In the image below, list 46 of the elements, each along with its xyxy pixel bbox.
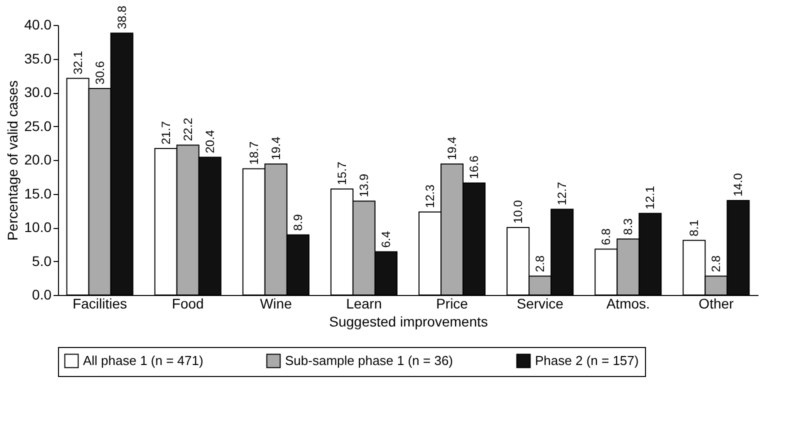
data-label: 19.4 (268, 136, 283, 160)
y-tick-label: 40.0 (24, 16, 52, 32)
data-label: 10.0 (511, 200, 526, 224)
legend-label: Sub-sample phase 1 (n = 36) (285, 352, 454, 368)
x-tick-label: Price (436, 296, 468, 312)
data-label: 32.1 (70, 50, 85, 74)
data-label: 12.7 (555, 182, 570, 206)
data-label: 15.7 (334, 161, 349, 186)
legend-label: Phase 2 (n = 157) (535, 352, 639, 368)
y-tick-label: 35.0 (24, 50, 52, 66)
data-label: 8.9 (290, 214, 305, 231)
y-tick-label: 5.0 (32, 252, 52, 269)
y-tick-label: 0.0 (32, 286, 52, 302)
legend-label: All phase 1 (n = 471) (83, 352, 204, 368)
x-tick-label: Other (698, 296, 734, 312)
data-label: 12.1 (643, 186, 658, 210)
data-label: 38.8 (114, 5, 129, 30)
x-axis-title: Suggested improvements (329, 314, 488, 330)
data-label: 6.4 (378, 230, 393, 248)
x-tick-label: Facilities (72, 296, 128, 312)
x-tick-label: Atmos. (606, 296, 650, 312)
data-label: 14.0 (731, 172, 746, 196)
y-tick-label: 20.0 (24, 152, 52, 168)
data-label: 18.7 (246, 141, 261, 165)
y-tick-label: 30.0 (24, 84, 52, 100)
data-label: 6.8 (599, 228, 614, 246)
data-label: 16.6 (467, 155, 482, 179)
data-label: 30.6 (92, 60, 107, 84)
data-label: 20.4 (202, 130, 217, 154)
data-label: 2.8 (533, 255, 548, 272)
x-tick-label: Wine (260, 296, 292, 312)
data-label: 8.3 (621, 218, 636, 235)
y-tick-label: 15.0 (24, 185, 52, 202)
y-axis-title: Percentage of valid cases (4, 80, 20, 241)
data-label: 22.2 (180, 117, 195, 142)
x-tick-label: Food (172, 296, 204, 312)
y-tick-label: 25.0 (24, 118, 52, 134)
data-label: 13.9 (356, 173, 371, 198)
y-tick-label: 10.0 (24, 219, 52, 235)
data-label: 19.4 (445, 136, 460, 160)
x-tick-label: Learn (346, 296, 382, 312)
data-label: 2.8 (709, 255, 724, 272)
data-label: 21.7 (158, 120, 173, 145)
x-tick-label: Service (516, 296, 564, 312)
data-label: 8.1 (687, 219, 702, 236)
data-label: 12.3 (423, 184, 438, 208)
